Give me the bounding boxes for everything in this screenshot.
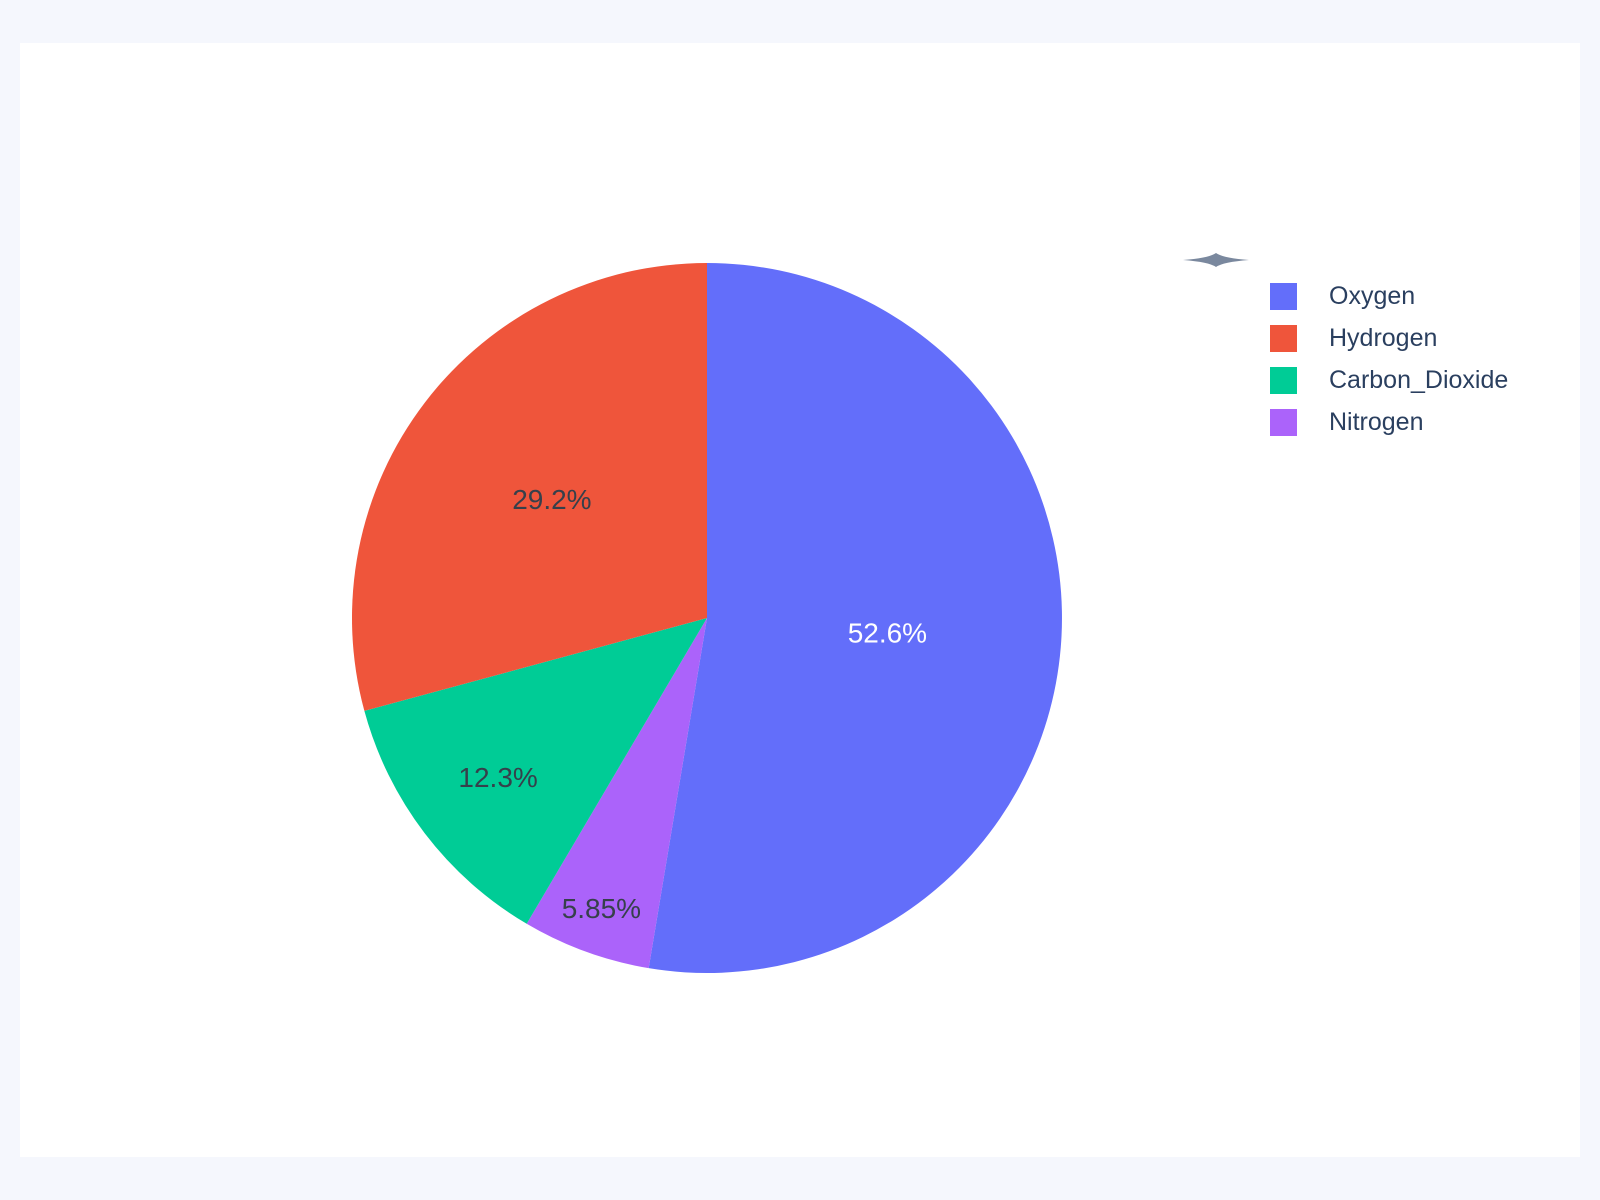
legend-swatch bbox=[1270, 409, 1297, 436]
legend-label: Hydrogen bbox=[1329, 324, 1438, 352]
pie-slice-nitrogen[interactable] bbox=[526, 618, 707, 969]
legend-item-carbon_dioxide[interactable]: Carbon_Dioxide bbox=[1270, 367, 1508, 394]
legend-item-hydrogen[interactable]: Hydrogen bbox=[1270, 325, 1508, 352]
diamond-marker-shape bbox=[1183, 253, 1249, 267]
diamond-marker-icon bbox=[1183, 253, 1249, 267]
legend-label: Oxygen bbox=[1329, 282, 1416, 310]
legend: Oxygen Hydrogen Carbon_Dioxide Nitrogen bbox=[1270, 283, 1508, 451]
legend-swatch bbox=[1270, 325, 1297, 352]
slice-percent-label-oxygen: 52.6% bbox=[848, 618, 927, 649]
slice-percent-label-carbon_dioxide: 12.3% bbox=[458, 762, 537, 793]
legend-label: Carbon_Dioxide bbox=[1329, 366, 1509, 394]
pie-slice-carbon_dioxide[interactable] bbox=[364, 618, 707, 924]
slice-percent-label-nitrogen: 5.85% bbox=[562, 893, 641, 924]
legend-item-nitrogen[interactable]: Nitrogen bbox=[1270, 409, 1508, 436]
legend-label: Nitrogen bbox=[1329, 408, 1424, 436]
slice-percent-label-hydrogen: 29.2% bbox=[512, 484, 591, 515]
legend-swatch bbox=[1270, 367, 1297, 394]
legend-swatch bbox=[1270, 283, 1297, 310]
pie-slice-hydrogen[interactable] bbox=[351, 263, 707, 711]
pie-slice-oxygen[interactable] bbox=[648, 263, 1062, 973]
legend-item-oxygen[interactable]: Oxygen bbox=[1270, 283, 1508, 310]
